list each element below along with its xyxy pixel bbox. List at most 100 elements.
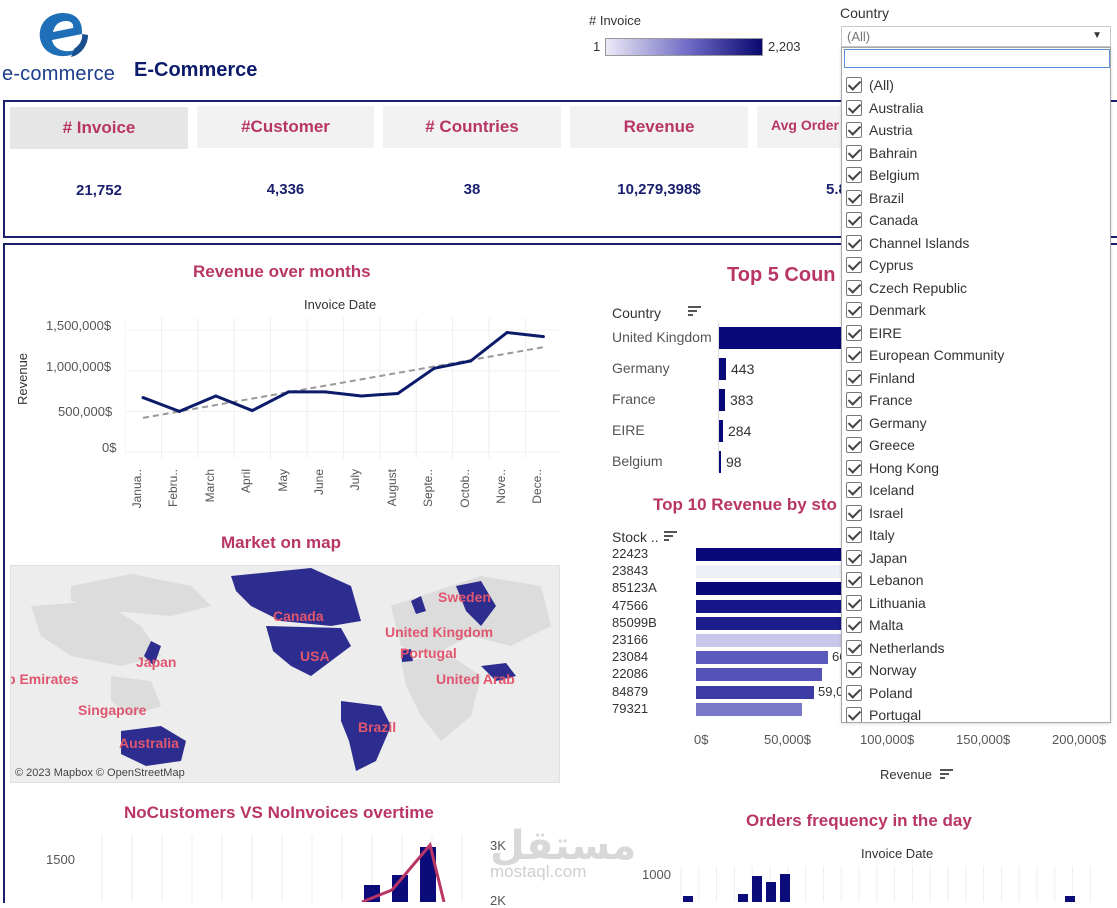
checkbox-checked-icon[interactable] xyxy=(846,99,862,116)
kpi-countries-tab[interactable]: # Countries xyxy=(383,106,561,148)
checkbox-checked-icon[interactable] xyxy=(846,684,862,701)
country-option[interactable]: Portugal xyxy=(846,704,1004,722)
country-option[interactable]: Iceland xyxy=(846,479,1004,502)
country-option[interactable]: Brazil xyxy=(846,187,1004,210)
checkbox-checked-icon[interactable] xyxy=(846,234,862,251)
checkbox-checked-icon[interactable] xyxy=(846,347,862,364)
top5-bar[interactable] xyxy=(719,420,723,442)
country-option-label: Finland xyxy=(869,369,915,386)
country-option[interactable]: Norway xyxy=(846,659,1004,682)
checkbox-checked-icon[interactable] xyxy=(846,392,862,409)
country-option[interactable]: Channel Islands xyxy=(846,232,1004,255)
country-option-label: France xyxy=(869,392,913,409)
country-option[interactable]: Netherlands xyxy=(846,637,1004,660)
orders-frequency-chart xyxy=(680,866,1091,902)
checkbox-checked-icon[interactable] xyxy=(846,144,862,161)
revenue-month-label: Dece.. xyxy=(530,469,545,504)
country-option[interactable]: Hong Kong xyxy=(846,457,1004,480)
orders-frequency-y-tick: 1000 xyxy=(642,867,671,882)
checkbox-checked-icon[interactable] xyxy=(846,167,862,184)
checkbox-checked-icon[interactable] xyxy=(846,639,862,656)
country-option[interactable]: Czech Republic xyxy=(846,277,1004,300)
checkbox-checked-icon[interactable] xyxy=(846,189,862,206)
top10-bar[interactable] xyxy=(696,651,828,665)
country-option[interactable]: France xyxy=(846,389,1004,412)
sort-icon[interactable] xyxy=(664,530,678,542)
top5-bar[interactable] xyxy=(719,451,721,473)
country-option[interactable]: Cyprus xyxy=(846,254,1004,277)
revenue-line-chart xyxy=(125,318,560,458)
country-option[interactable]: Finland xyxy=(846,367,1004,390)
country-option[interactable]: Australia xyxy=(846,97,1004,120)
country-search-input[interactable] xyxy=(844,49,1110,68)
top10-bar[interactable] xyxy=(696,565,841,579)
checkbox-checked-icon[interactable] xyxy=(846,527,862,544)
country-option[interactable]: EIRE xyxy=(846,322,1004,345)
top10-bar[interactable] xyxy=(696,685,814,699)
sort-icon[interactable] xyxy=(688,305,702,317)
top5-bar[interactable] xyxy=(719,358,726,380)
top10-bar[interactable] xyxy=(696,599,841,613)
checkbox-checked-icon[interactable] xyxy=(846,257,862,274)
top10-bar[interactable] xyxy=(696,582,841,596)
country-option[interactable]: Austria xyxy=(846,119,1004,142)
checkbox-checked-icon[interactable] xyxy=(846,707,862,722)
country-option[interactable]: (All) xyxy=(846,74,1004,97)
checkbox-checked-icon[interactable] xyxy=(846,437,862,454)
country-option[interactable]: Poland xyxy=(846,682,1004,705)
country-option[interactable]: Lithuania xyxy=(846,592,1004,615)
top10-bar[interactable] xyxy=(696,548,841,561)
country-option[interactable]: Bahrain xyxy=(846,142,1004,165)
top5-bar[interactable] xyxy=(719,389,725,411)
checkbox-checked-icon[interactable] xyxy=(846,482,862,499)
country-option-label: Poland xyxy=(869,684,913,701)
map-label-australia: Australia xyxy=(119,735,179,751)
country-option-label: Lebanon xyxy=(869,572,924,589)
country-option[interactable]: Israel xyxy=(846,502,1004,525)
kpi-customer-tab[interactable]: #Customer xyxy=(197,106,374,148)
country-option[interactable]: Denmark xyxy=(846,299,1004,322)
world-map[interactable]: Canada USA Sweden United Kingdom Portuga… xyxy=(10,565,560,783)
country-option-label: Germany xyxy=(869,414,927,431)
checkbox-checked-icon[interactable] xyxy=(846,302,862,319)
country-option[interactable]: Germany xyxy=(846,412,1004,435)
checkbox-checked-icon[interactable] xyxy=(846,662,862,679)
country-option[interactable]: Greece xyxy=(846,434,1004,457)
chevron-down-icon[interactable]: ▼ xyxy=(1092,30,1102,41)
checkbox-checked-icon[interactable] xyxy=(846,369,862,386)
checkbox-checked-icon[interactable] xyxy=(846,594,862,611)
top10-bar[interactable] xyxy=(696,616,841,630)
country-option[interactable]: Belgium xyxy=(846,164,1004,187)
checkbox-checked-icon[interactable] xyxy=(846,77,862,94)
map-label-usa: USA xyxy=(300,648,330,664)
country-option[interactable]: Malta xyxy=(846,614,1004,637)
checkbox-checked-icon[interactable] xyxy=(846,617,862,634)
country-option[interactable]: Lebanon xyxy=(846,569,1004,592)
sort-icon[interactable] xyxy=(940,768,954,780)
checkbox-checked-icon[interactable] xyxy=(846,122,862,139)
customers-invoices-title: NoCustomers VS NoInvoices overtime xyxy=(124,803,434,822)
country-option[interactable]: Japan xyxy=(846,547,1004,570)
checkbox-checked-icon[interactable] xyxy=(846,324,862,341)
top5-country-label: Belgium xyxy=(612,453,663,469)
checkbox-checked-icon[interactable] xyxy=(846,212,862,229)
top10-bar[interactable] xyxy=(696,634,841,647)
top10-bar[interactable] xyxy=(696,702,802,716)
checkbox-checked-icon[interactable] xyxy=(846,279,862,296)
kpi-invoice-tab[interactable]: # Invoice xyxy=(10,107,188,149)
country-option[interactable]: Canada xyxy=(846,209,1004,232)
checkbox-checked-icon[interactable] xyxy=(846,459,862,476)
country-option[interactable]: Italy xyxy=(846,524,1004,547)
checkbox-checked-icon[interactable] xyxy=(846,414,862,431)
top5-bar[interactable] xyxy=(719,327,842,349)
kpi-avg-order-tab[interactable]: Avg Order xyxy=(757,106,841,148)
map-attribution[interactable]: © 2023 Mapbox © OpenStreetMap xyxy=(15,767,185,779)
kpi-revenue-tab[interactable]: Revenue xyxy=(570,106,748,148)
top10-bar[interactable] xyxy=(696,668,822,682)
orders-bar xyxy=(752,876,762,902)
country-filter-select[interactable]: (All) ▼ xyxy=(841,26,1111,47)
checkbox-checked-icon[interactable] xyxy=(846,572,862,589)
checkbox-checked-icon[interactable] xyxy=(846,504,862,521)
checkbox-checked-icon[interactable] xyxy=(846,549,862,566)
country-option[interactable]: European Community xyxy=(846,344,1004,367)
